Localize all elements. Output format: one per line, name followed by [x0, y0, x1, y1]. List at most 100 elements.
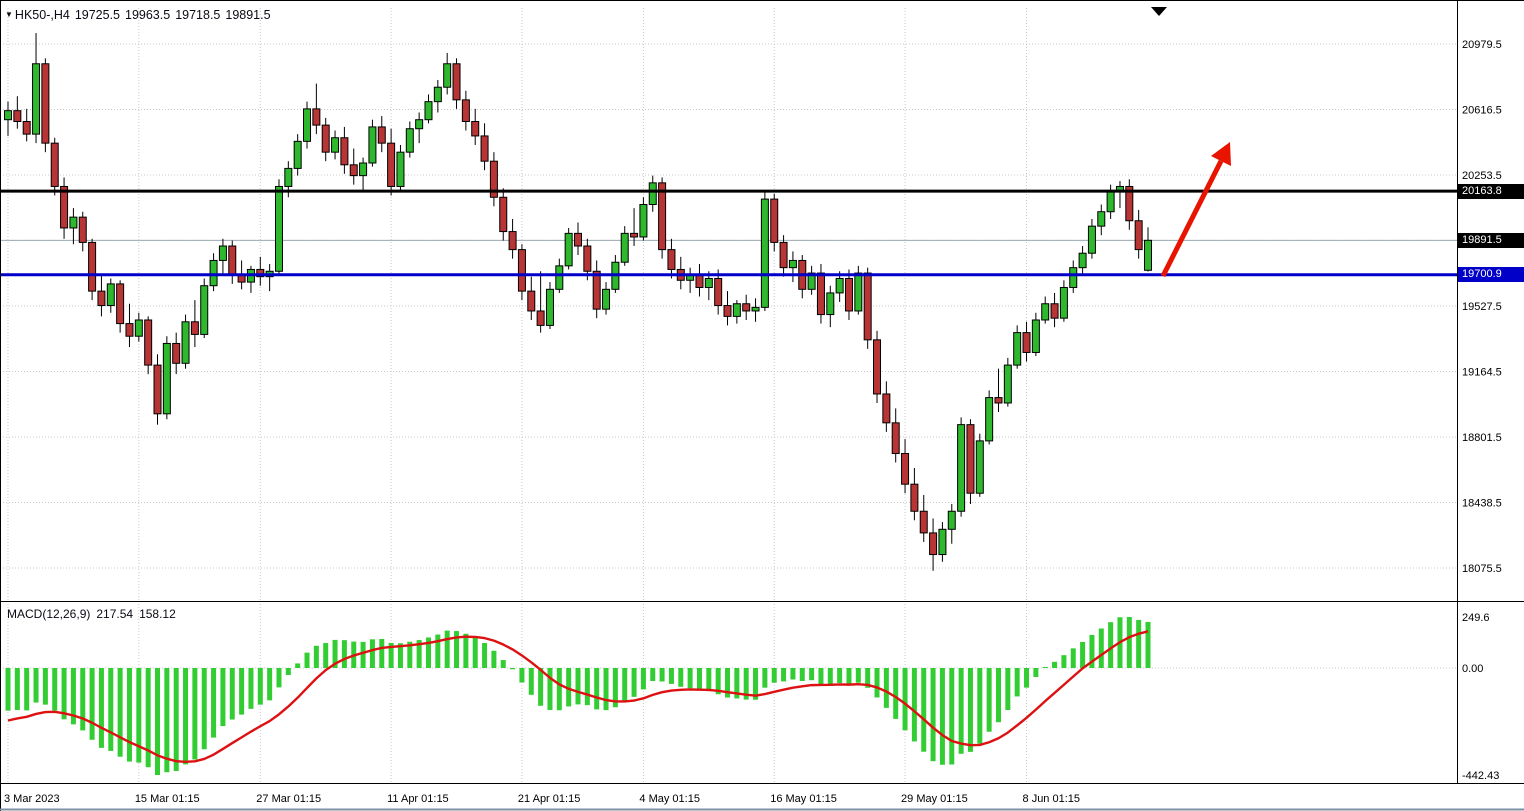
- candle-body: [844, 277, 853, 312]
- candle-body: [209, 259, 218, 287]
- macd-bar: [715, 668, 721, 695]
- trend-arrow[interactable]: [1160, 142, 1231, 278]
- macd-bar: [164, 668, 170, 773]
- candle-body: [433, 86, 442, 103]
- chart-title-close: 19891.5: [225, 8, 271, 22]
- candle-body: [574, 232, 582, 247]
- macd-bar: [846, 668, 852, 686]
- macd-name: MACD(12,26,9): [7, 607, 91, 621]
- macd-main-value: 217.54: [96, 607, 134, 621]
- candle-body: [835, 277, 844, 294]
- candle-body: [863, 272, 872, 341]
- candle-body: [639, 204, 648, 238]
- candle-body: [602, 288, 611, 310]
- candle-body: [415, 119, 424, 130]
- candle-body: [452, 63, 461, 101]
- macd-bar: [201, 668, 207, 750]
- macd-axis-label: 0.00: [1462, 663, 1483, 675]
- price-tick-label: 20979.5: [1462, 39, 1502, 51]
- macd-bar: [80, 668, 86, 731]
- macd-bar: [1061, 655, 1067, 668]
- macd-bar: [650, 668, 656, 681]
- candle-body: [256, 268, 265, 278]
- macd-bar: [911, 668, 917, 742]
- symbol-marker-icon: ▼: [5, 10, 13, 19]
- macd-bar: [117, 668, 123, 757]
- candle-body: [555, 265, 564, 290]
- candle-body: [480, 135, 489, 162]
- candle-body: [788, 259, 797, 269]
- price-tick-label: 20616.5: [1462, 105, 1502, 117]
- macd-bar: [510, 668, 516, 670]
- macd-bar: [435, 634, 441, 668]
- time-tick-label: 8 Jun 01:15: [1023, 793, 1081, 805]
- macd-bar: [827, 668, 833, 685]
- macd-bar: [1089, 634, 1095, 668]
- macd-bar: [575, 668, 581, 705]
- time-tick-label: 15 Mar 01:15: [135, 793, 200, 805]
- macd-bar: [491, 650, 497, 668]
- current-price-flag: 19891.5: [1458, 232, 1524, 248]
- macd-bar: [1014, 668, 1020, 697]
- macd-label: MACD(12,26,9) 217.54 158.12: [7, 607, 182, 621]
- candle-body: [471, 120, 480, 137]
- candle-body: [144, 319, 153, 366]
- macd-bar: [640, 668, 646, 690]
- price-tick-label: 18438.5: [1462, 498, 1502, 510]
- candle-body: [190, 321, 199, 335]
- macd-bar: [126, 668, 132, 762]
- macd-bar: [995, 668, 1001, 723]
- chart-title: ▼ HK50-,H4 19725.5 19963.5 19718.5 19891.5: [5, 8, 276, 22]
- candle-body: [461, 99, 470, 122]
- candle-body: [396, 151, 405, 187]
- candle-body: [816, 272, 825, 316]
- macd-bar: [1033, 668, 1039, 677]
- candle-body: [1087, 225, 1096, 254]
- macd-bar: [313, 645, 319, 668]
- candle-body: [1022, 332, 1031, 353]
- macd-bar: [762, 668, 768, 688]
- macd-bar: [98, 668, 104, 748]
- macd-bar: [921, 668, 927, 752]
- candle-body: [536, 310, 545, 326]
- candles-layer: [4, 33, 1152, 571]
- macd-bar: [183, 668, 189, 765]
- candle-body: [32, 63, 41, 135]
- macd-bar: [108, 668, 114, 751]
- macd-bar: [949, 668, 955, 765]
- chart-shift-marker-icon: [1151, 7, 1167, 16]
- macd-bar: [799, 668, 805, 681]
- macd-bar: [771, 668, 777, 683]
- macd-bar: [687, 668, 693, 689]
- macd-bar: [743, 668, 749, 700]
- macd-bar: [986, 668, 992, 732]
- price-tick-label: 20253.5: [1462, 170, 1502, 182]
- macd-bar: [24, 668, 30, 711]
- candle-body: [368, 126, 377, 164]
- candle-body: [88, 241, 97, 292]
- candle-body: [4, 110, 12, 121]
- macd-bar: [939, 668, 945, 765]
- candle-body: [1031, 319, 1040, 353]
- resistance-price-flag: 20163.8: [1458, 183, 1524, 199]
- macd-bar: [1070, 648, 1076, 668]
- candle-body: [424, 101, 433, 121]
- macd-bar: [893, 668, 899, 719]
- candle-body: [228, 245, 237, 276]
- macd-bar: [192, 668, 198, 760]
- price-tick-label: 18801.5: [1462, 432, 1502, 444]
- candle-body: [1050, 303, 1059, 319]
- macd-bar: [883, 668, 889, 708]
- candle-body: [947, 510, 956, 530]
- macd-bar: [425, 637, 431, 668]
- macd-bar: [734, 668, 740, 699]
- macd-bar: [173, 668, 179, 772]
- candle-body: [751, 306, 760, 312]
- macd-bar: [136, 668, 142, 763]
- macd-bar: [369, 639, 375, 668]
- candle-body: [377, 126, 386, 144]
- candle-body: [293, 140, 302, 169]
